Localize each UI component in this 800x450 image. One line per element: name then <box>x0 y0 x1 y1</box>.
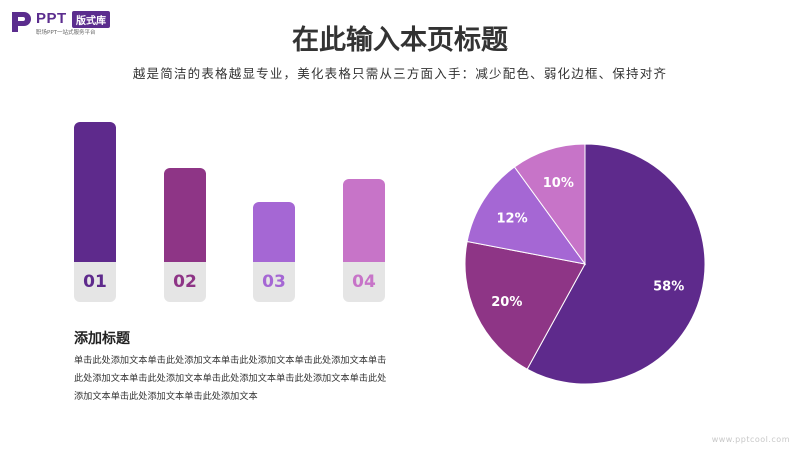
bar-1-label: 01 <box>83 272 107 292</box>
bar-4 <box>343 179 385 262</box>
ppt-logo-icon <box>12 12 31 32</box>
page-subtitle: 越是简洁的表格越显专业，美化表格只需从三方面入手：减少配色、弱化边框、保持对齐 <box>132 66 668 81</box>
bar-2-label-box: 02 <box>164 262 206 302</box>
page-title: 在此输入本页标题 <box>292 25 508 56</box>
logo-text: PPT <box>36 10 67 27</box>
pie-slice-1-label: 58% <box>653 279 684 294</box>
section-body-text: 单击此处添加文本单击此处添加文本单击此处添加文本单击此处添加文本单击此处添加文本… <box>74 355 387 402</box>
pie-slice-2 <box>464 240 586 370</box>
bar-3-label: 03 <box>262 272 286 292</box>
bar-2 <box>164 168 206 262</box>
pie-slice-3 <box>466 166 587 265</box>
brand-logo: PPT 版式库 职场PPT一站式服务平台 <box>10 8 130 36</box>
pie-slice-1 <box>526 143 706 385</box>
pie-slice-3-label: 12% <box>496 212 527 227</box>
bar-2-label: 02 <box>173 272 197 292</box>
section-heading: 添加标题 <box>74 331 130 347</box>
bar-1 <box>74 122 116 262</box>
bar-4-label: 04 <box>352 272 376 292</box>
logo-tagline: 职场PPT一站式服务平台 <box>36 30 96 36</box>
pie-slice-4 <box>513 143 586 266</box>
bar-4-label-box: 04 <box>343 262 385 302</box>
pie-slice-2-label: 20% <box>491 295 522 310</box>
watermark: www.pptcool.com <box>711 435 790 444</box>
pie-slice-4-label: 10% <box>543 176 574 191</box>
bar-1-label-box: 01 <box>74 262 116 302</box>
bar-3 <box>253 202 295 262</box>
logo-badge: 版式库 <box>72 11 110 28</box>
bar-3-label-box: 03 <box>253 262 295 302</box>
